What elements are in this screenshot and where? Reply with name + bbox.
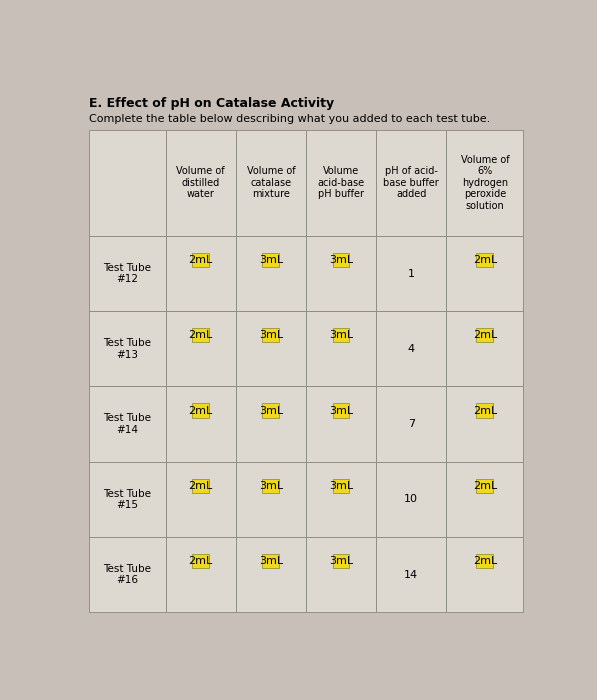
Text: 3mL: 3mL <box>329 330 353 340</box>
Bar <box>306 386 376 462</box>
Bar <box>192 479 209 493</box>
Bar <box>333 554 349 568</box>
Text: 1: 1 <box>408 269 415 279</box>
Text: Volume of
distilled
water: Volume of distilled water <box>176 167 225 200</box>
Text: pH of acid-
base buffer
added: pH of acid- base buffer added <box>383 167 439 200</box>
Text: 2mL: 2mL <box>473 556 497 566</box>
Text: 3mL: 3mL <box>329 481 353 491</box>
Text: Test Tube
#12: Test Tube #12 <box>103 262 151 284</box>
Bar <box>192 328 209 342</box>
Bar <box>88 462 165 537</box>
Text: 3mL: 3mL <box>329 405 353 416</box>
Text: 4: 4 <box>408 344 415 354</box>
Text: 14: 14 <box>404 570 418 580</box>
Bar <box>236 537 306 612</box>
Bar <box>165 236 236 312</box>
Bar <box>306 462 376 537</box>
Bar <box>333 328 349 342</box>
Bar <box>476 479 493 493</box>
Bar <box>376 386 447 462</box>
Text: 2mL: 2mL <box>189 405 213 416</box>
Bar <box>236 130 306 236</box>
Bar <box>447 312 524 386</box>
Text: Test Tube
#14: Test Tube #14 <box>103 413 151 435</box>
Text: 3mL: 3mL <box>259 481 283 491</box>
Bar <box>376 462 447 537</box>
Bar <box>376 312 447 386</box>
Text: 2mL: 2mL <box>189 255 213 265</box>
Bar <box>88 130 165 236</box>
Text: 2mL: 2mL <box>189 556 213 566</box>
Text: 10: 10 <box>404 494 418 504</box>
Bar <box>376 537 447 612</box>
Bar <box>236 236 306 312</box>
Bar <box>447 537 524 612</box>
Bar <box>306 236 376 312</box>
Text: Test Tube
#15: Test Tube #15 <box>103 489 151 510</box>
Text: 3mL: 3mL <box>259 405 283 416</box>
Bar <box>165 537 236 612</box>
Text: 2mL: 2mL <box>189 330 213 340</box>
Text: Test Tube
#13: Test Tube #13 <box>103 338 151 360</box>
Bar <box>476 253 493 267</box>
Text: 3mL: 3mL <box>259 330 283 340</box>
Text: 2mL: 2mL <box>189 481 213 491</box>
Text: 2mL: 2mL <box>473 405 497 416</box>
Bar <box>263 328 279 342</box>
Text: Volume of
catalase
mixture: Volume of catalase mixture <box>247 167 295 200</box>
Bar <box>236 386 306 462</box>
Bar <box>376 236 447 312</box>
Bar <box>447 236 524 312</box>
Bar <box>447 462 524 537</box>
Text: 7: 7 <box>408 419 415 429</box>
Bar <box>476 554 493 568</box>
Text: Test Tube
#16: Test Tube #16 <box>103 564 151 585</box>
Text: E. Effect of pH on Catalase Activity: E. Effect of pH on Catalase Activity <box>88 97 334 111</box>
Bar <box>192 554 209 568</box>
Bar <box>165 130 236 236</box>
Bar <box>476 328 493 342</box>
Bar <box>88 312 165 386</box>
Text: 2mL: 2mL <box>473 330 497 340</box>
Text: 3mL: 3mL <box>259 255 283 265</box>
Bar <box>333 253 349 267</box>
Bar <box>306 537 376 612</box>
Bar <box>263 554 279 568</box>
Text: 3mL: 3mL <box>329 255 353 265</box>
Bar <box>263 403 279 418</box>
Bar <box>263 253 279 267</box>
Bar <box>306 130 376 236</box>
Bar <box>376 130 447 236</box>
Bar <box>263 479 279 493</box>
Bar <box>165 462 236 537</box>
Bar <box>447 386 524 462</box>
Bar <box>447 130 524 236</box>
Bar <box>165 386 236 462</box>
Bar <box>476 403 493 418</box>
Text: 3mL: 3mL <box>259 556 283 566</box>
Bar <box>192 253 209 267</box>
Bar <box>333 403 349 418</box>
Bar <box>236 462 306 537</box>
Bar <box>165 312 236 386</box>
Bar <box>236 312 306 386</box>
Text: Volume
acid-base
pH buffer: Volume acid-base pH buffer <box>318 167 365 200</box>
Bar <box>88 236 165 312</box>
Bar <box>192 403 209 418</box>
Bar <box>88 537 165 612</box>
Text: Complete the table below describing what you added to each test tube.: Complete the table below describing what… <box>88 113 490 124</box>
Text: 2mL: 2mL <box>473 255 497 265</box>
Bar <box>88 386 165 462</box>
Bar <box>306 312 376 386</box>
Text: 2mL: 2mL <box>473 481 497 491</box>
Text: 3mL: 3mL <box>329 556 353 566</box>
Text: Volume of
6%
hydrogen
peroxide
solution: Volume of 6% hydrogen peroxide solution <box>461 155 509 211</box>
Bar <box>333 479 349 493</box>
